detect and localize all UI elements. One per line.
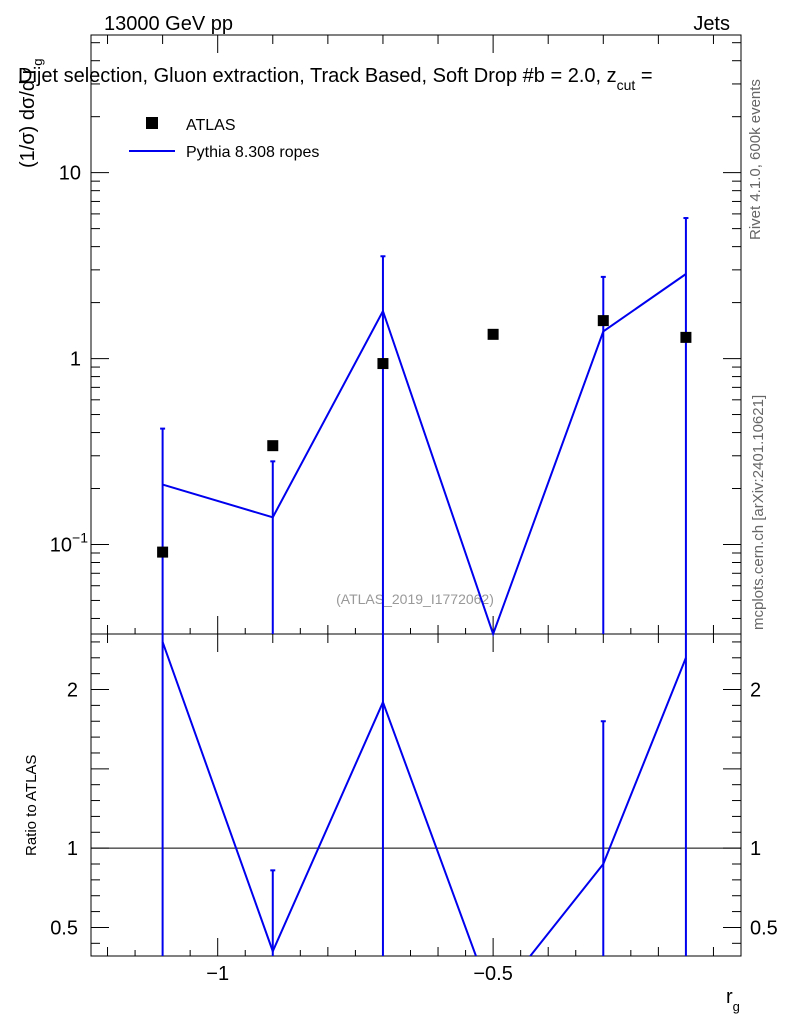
mcplots-label: mcplots.cern.ch [arXiv:2401.10621]	[750, 395, 767, 630]
ratio-y-tick-label: 1	[67, 838, 78, 860]
legend-mc-label: Pythia 8.308 ropes	[186, 144, 319, 161]
ratio-y-tick-label: 2	[67, 680, 78, 702]
ratio-series-line	[161, 641, 687, 956]
main-y-tick-label: 1	[70, 349, 81, 371]
atlas-data-point	[377, 358, 389, 370]
atlas-data-point	[680, 331, 692, 343]
plot-title: Dijet selection, Gluon extraction, Track…	[18, 65, 653, 93]
atlas-data-point	[487, 328, 499, 340]
ratio-y-ticks: 0.5 0.5 1 1 2 2	[50, 641, 778, 944]
main-y-ticks: 10−1 1 10	[50, 42, 741, 619]
ratio-panel-frame	[90, 633, 742, 957]
ratio-y-tick-label-right: 0.5	[750, 917, 778, 939]
ratio-plot-area	[91, 634, 741, 956]
mc-series-line	[162, 273, 687, 638]
ratio-y-tick-label-right: 2	[750, 680, 761, 702]
legend: ATLAS Pythia 8.308 ropes	[129, 117, 319, 161]
x-axis-title: rg	[726, 986, 740, 1014]
atlas-data-point	[267, 440, 279, 452]
atlas-data-point	[157, 546, 169, 558]
main-y-tick-label: 10	[59, 163, 81, 185]
legend-atlas-label: ATLAS	[186, 117, 236, 134]
x-tick-label: −0.5	[473, 963, 512, 985]
ratio-y-tick-label: 0.5	[50, 917, 78, 939]
atlas-data-point	[597, 315, 609, 327]
rivet-label: Rivet 4.1.0, 600k events	[747, 79, 764, 240]
ratio-y-tick-label-right: 1	[750, 838, 761, 860]
main-plot-area	[157, 217, 692, 638]
legend-atlas-marker	[146, 117, 158, 129]
main-y-tick-label: 10−1	[50, 529, 88, 556]
ratio-y-axis-title: Ratio to ATLAS	[23, 755, 40, 856]
watermark-label: (ATLAS_2019_I1772062)	[336, 591, 494, 607]
main-y-axis-title: (1/σ) dσ/d rg	[17, 59, 45, 169]
x-ticks: −1 −0.5	[107, 35, 742, 985]
x-tick-label: −1	[206, 963, 229, 985]
header-right-label: Jets	[693, 13, 730, 35]
header-left-label: 13000 GeV pp	[104, 13, 233, 35]
